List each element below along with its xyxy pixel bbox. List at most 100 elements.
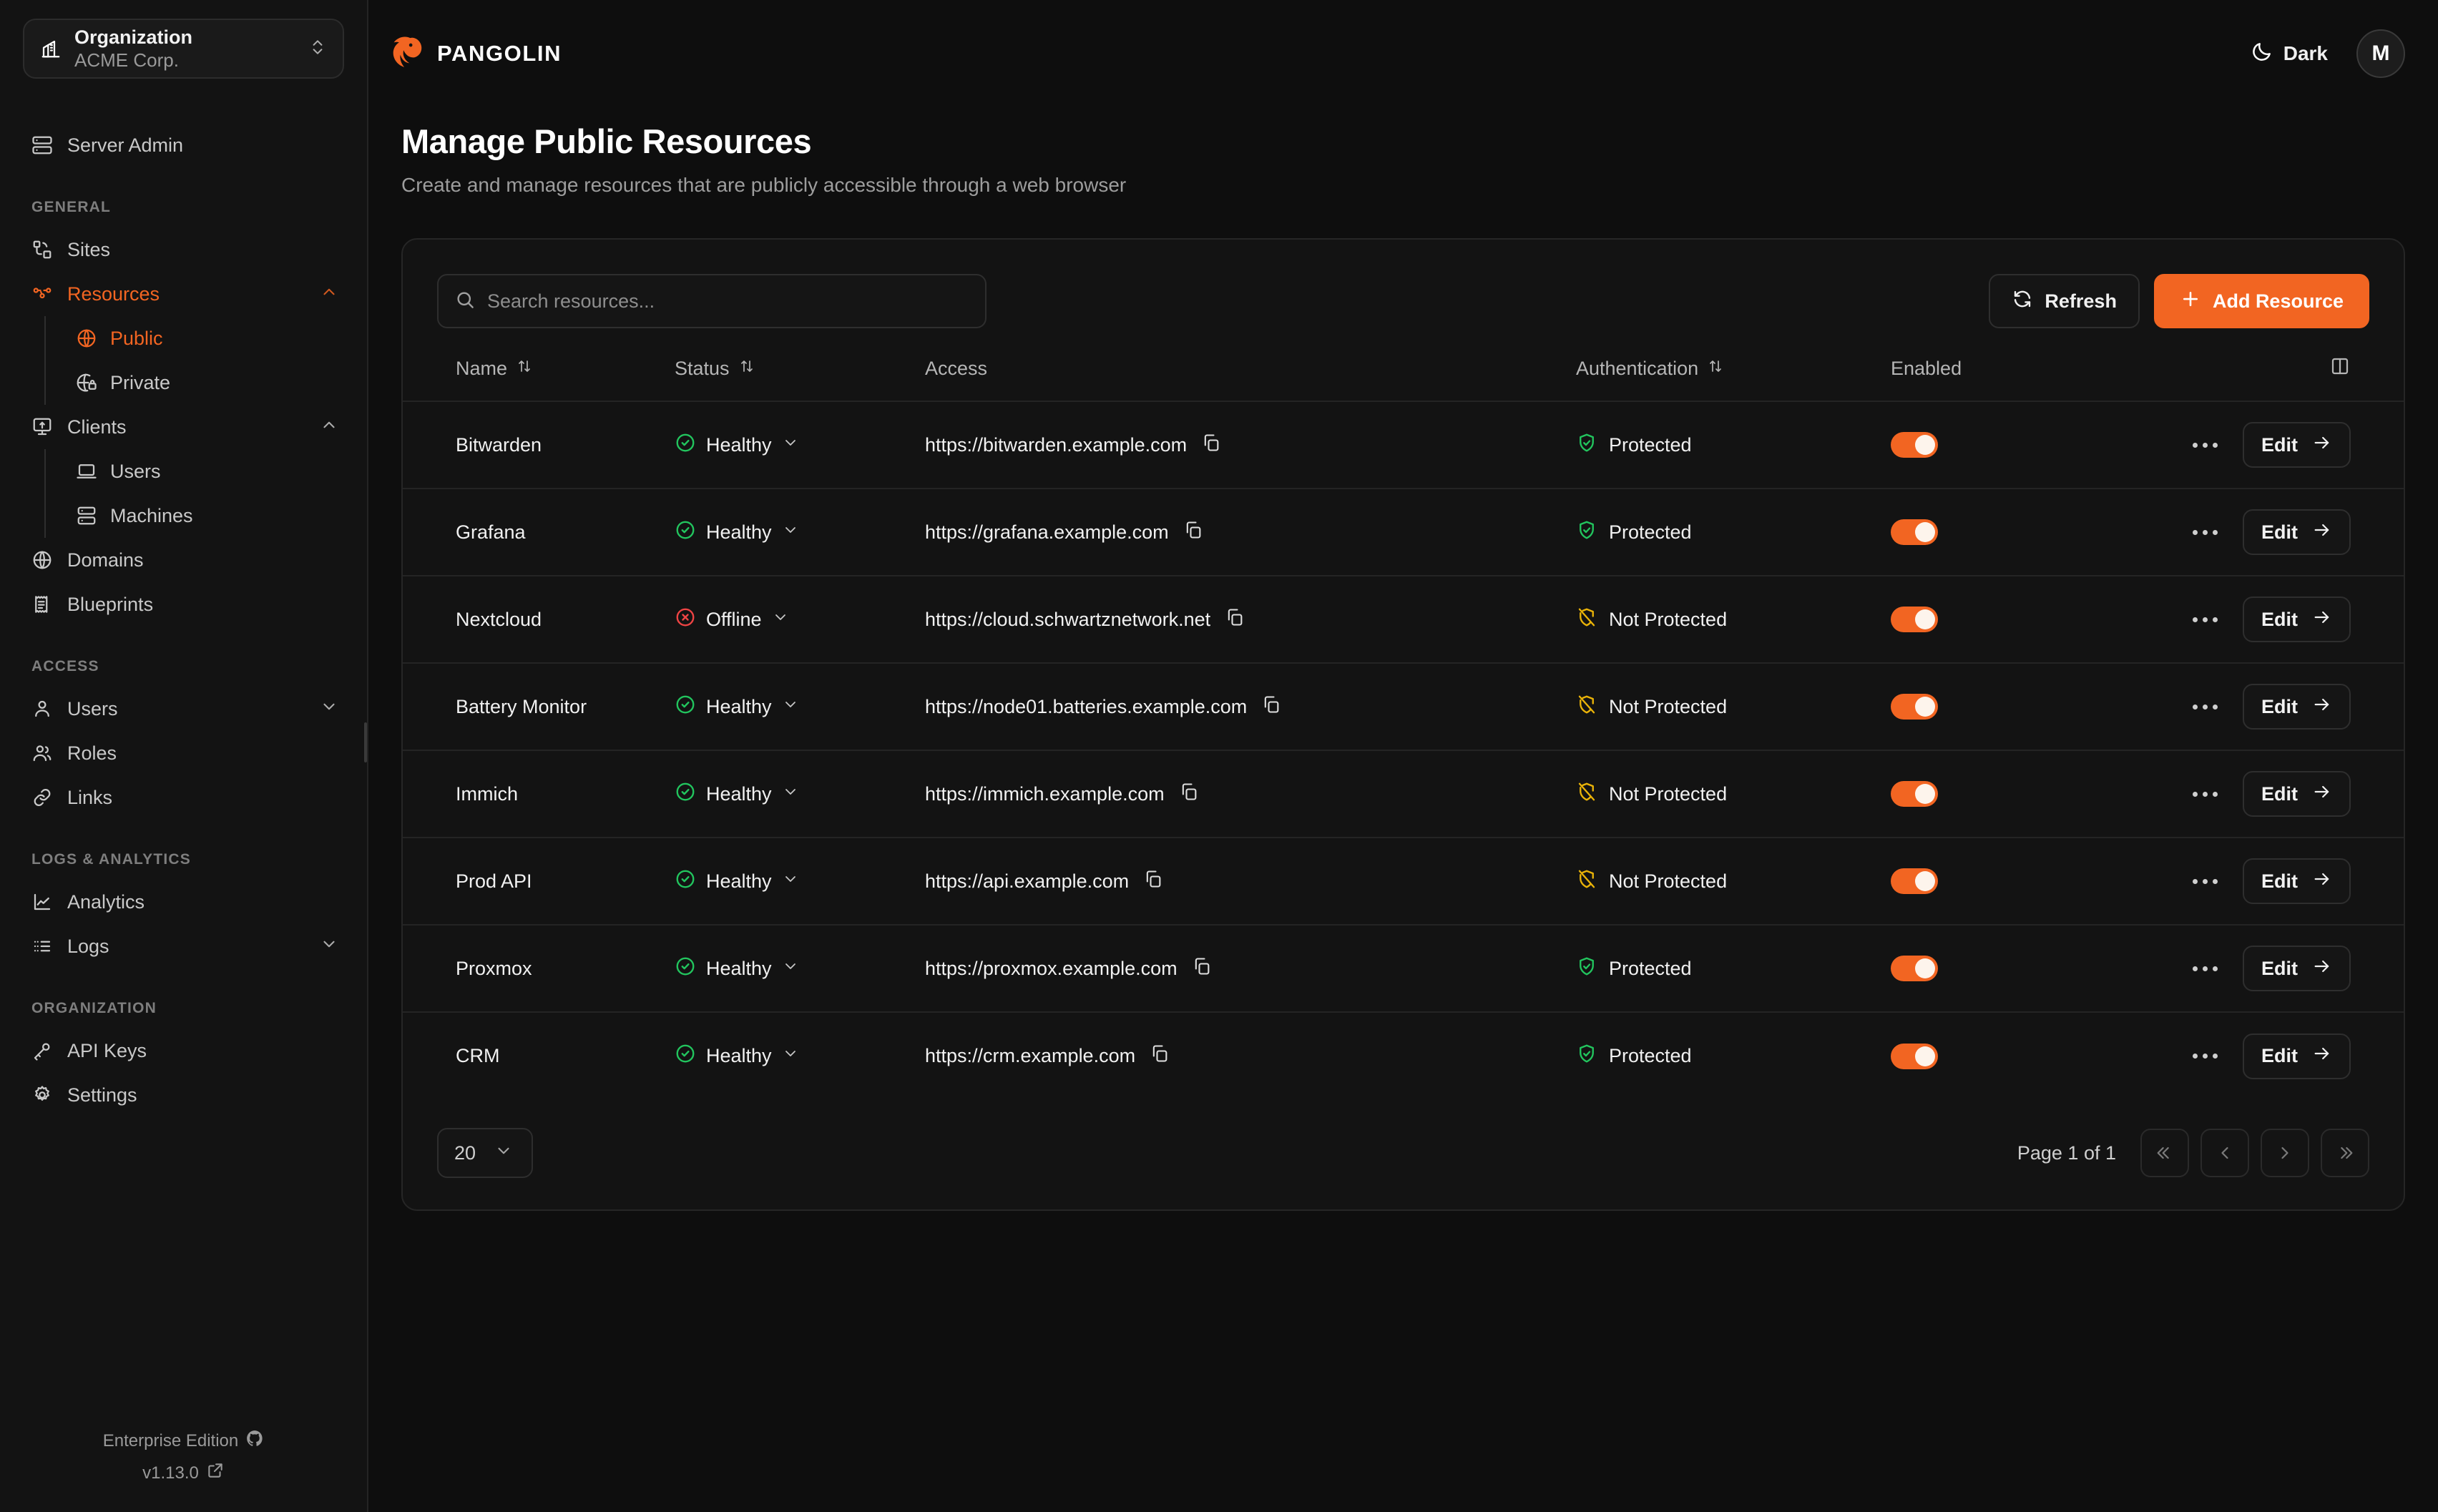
cell-name: Nextcloud — [403, 576, 675, 664]
sidebar-item-api-keys[interactable]: API Keys — [0, 1029, 367, 1073]
sidebar-item-clients[interactable]: Clients — [0, 405, 367, 449]
previous-page-button[interactable] — [2200, 1129, 2249, 1177]
table-row[interactable]: Grafana Healthy https://grafana.example.… — [403, 489, 2404, 576]
copy-url-button[interactable] — [1225, 607, 1245, 632]
resource-url[interactable]: https://bitwarden.example.com — [925, 433, 1188, 456]
enabled-toggle[interactable] — [1891, 956, 1938, 981]
sidebar-item-blueprints[interactable]: Blueprints — [0, 582, 367, 627]
copy-url-button[interactable] — [1192, 956, 1212, 981]
edit-button[interactable]: Edit — [2243, 946, 2351, 991]
edit-button[interactable]: Edit — [2243, 509, 2351, 555]
table-row[interactable]: Bitwarden Healthy https://bitwarden.exam… — [403, 401, 2404, 489]
edit-button[interactable]: Edit — [2243, 771, 2351, 817]
resource-url[interactable]: https://crm.example.com — [925, 1045, 1136, 1066]
sidebar-scrollbar[interactable] — [364, 722, 367, 762]
row-more-button[interactable] — [2183, 599, 2227, 639]
copy-url-button[interactable] — [1201, 433, 1221, 458]
row-more-button[interactable] — [2183, 425, 2227, 465]
search-input[interactable] — [487, 290, 969, 313]
last-page-button[interactable] — [2321, 1129, 2369, 1177]
status-badge[interactable]: Healthy — [675, 956, 925, 982]
page-size-select[interactable]: 20 — [437, 1128, 533, 1178]
copy-url-button[interactable] — [1183, 520, 1203, 545]
version-link[interactable]: v1.13.0 — [142, 1461, 225, 1485]
resource-url[interactable]: https://proxmox.example.com — [925, 957, 1178, 979]
status-badge[interactable]: Healthy — [675, 432, 925, 458]
status-badge[interactable]: Offline — [675, 607, 925, 633]
sidebar-item-sites[interactable]: Sites — [0, 227, 367, 272]
avatar[interactable]: M — [2356, 29, 2405, 78]
sidebar-item-domains[interactable]: Domains — [0, 538, 367, 582]
resource-url[interactable]: https://cloud.schwartznetwork.net — [925, 608, 1211, 630]
row-more-button[interactable] — [2183, 687, 2227, 727]
table-row[interactable]: Proxmox Healthy https://proxmox.example.… — [403, 925, 2404, 1013]
copy-url-button[interactable] — [1261, 694, 1281, 720]
status-badge[interactable]: Healthy — [675, 519, 925, 546]
row-more-button[interactable] — [2183, 861, 2227, 901]
table-row[interactable]: Immich Healthy https://immich.example.co… — [403, 750, 2404, 838]
edit-button[interactable]: Edit — [2243, 684, 2351, 730]
sidebar-item-server-admin[interactable]: Server Admin — [0, 123, 367, 167]
enabled-toggle[interactable] — [1891, 432, 1938, 458]
next-page-button[interactable] — [2261, 1129, 2309, 1177]
refresh-button[interactable]: Refresh — [1989, 274, 2140, 328]
chevron-down-icon[interactable] — [320, 935, 338, 958]
row-more-button[interactable] — [2183, 774, 2227, 814]
table-row[interactable]: Nextcloud Offline https://cloud.schwartz… — [403, 576, 2404, 664]
edit-button[interactable]: Edit — [2243, 597, 2351, 642]
enabled-toggle[interactable] — [1891, 868, 1938, 894]
resource-url[interactable]: https://immich.example.com — [925, 782, 1165, 805]
columns-icon[interactable] — [2329, 355, 2351, 382]
enabled-toggle[interactable] — [1891, 1043, 1938, 1069]
enabled-toggle[interactable] — [1891, 519, 1938, 545]
table-row[interactable]: Prod API Healthy https://api.example.com… — [403, 838, 2404, 926]
resource-url[interactable]: https://node01.batteries.example.com — [925, 695, 1248, 717]
column-header-status[interactable]: Status — [675, 355, 925, 402]
add-resource-button[interactable]: Add Resource — [2153, 274, 2369, 328]
copy-url-button[interactable] — [1143, 869, 1163, 894]
chevron-up-icon[interactable] — [320, 416, 338, 439]
status-badge[interactable]: Healthy — [675, 868, 925, 895]
sidebar-item-links[interactable]: Links — [0, 775, 367, 820]
chevron-down-icon[interactable] — [320, 697, 338, 721]
search-box[interactable] — [437, 274, 987, 328]
row-more-button[interactable] — [2183, 948, 2227, 988]
table-row[interactable]: Battery Monitor Healthy https://node01.b… — [403, 663, 2404, 751]
row-more-button[interactable] — [2183, 512, 2227, 552]
sidebar-item-resources[interactable]: Resources — [0, 272, 367, 316]
enabled-toggle[interactable] — [1891, 694, 1938, 720]
copy-url-button[interactable] — [1179, 782, 1199, 807]
sidebar-item-settings[interactable]: Settings — [0, 1073, 367, 1117]
chevron-up-icon[interactable] — [320, 283, 338, 306]
row-more-button[interactable] — [2183, 1036, 2227, 1076]
sidebar-item-analytics[interactable]: Analytics — [0, 880, 367, 924]
sidebar-item-logs[interactable]: Logs — [0, 924, 367, 968]
theme-toggle[interactable]: Dark — [2251, 40, 2328, 68]
copy-url-button[interactable] — [1150, 1044, 1170, 1069]
edit-button[interactable]: Edit — [2243, 422, 2351, 468]
enabled-toggle[interactable] — [1891, 781, 1938, 807]
resource-url[interactable]: https://api.example.com — [925, 870, 1130, 892]
sidebar-item-machines[interactable]: Machines — [46, 494, 367, 538]
sidebar-item-roles[interactable]: Roles — [0, 731, 367, 775]
status-badge[interactable]: Healthy — [675, 1043, 925, 1069]
enabled-toggle[interactable] — [1891, 607, 1938, 632]
column-header-authentication[interactable]: Authentication — [1576, 355, 1891, 402]
table-row[interactable]: CRM Healthy https://crm.example.com Prot… — [403, 1012, 2404, 1099]
sidebar-item-public[interactable]: Public — [46, 316, 367, 360]
edit-button[interactable]: Edit — [2243, 1033, 2351, 1079]
edition-link[interactable]: Enterprise Edition — [103, 1429, 264, 1453]
status-badge[interactable]: Healthy — [675, 781, 925, 807]
first-page-button[interactable] — [2140, 1129, 2189, 1177]
org-switcher[interactable]: Organization ACME Corp. — [23, 19, 344, 79]
sidebar-item-private[interactable]: Private — [46, 360, 367, 405]
sidebar-item-users-clients[interactable]: Users — [46, 449, 367, 494]
sidebar-item-users[interactable]: Users — [0, 687, 367, 731]
edit-button[interactable]: Edit — [2243, 858, 2351, 904]
resource-url[interactable]: https://grafana.example.com — [925, 521, 1169, 543]
status-badge[interactable]: Healthy — [675, 694, 925, 720]
cell-name: Prod API — [403, 838, 675, 926]
column-header-name[interactable]: Name — [403, 355, 675, 402]
arrow-right-icon — [2312, 520, 2332, 545]
brand-logo[interactable]: PANGOLIN — [384, 31, 562, 77]
